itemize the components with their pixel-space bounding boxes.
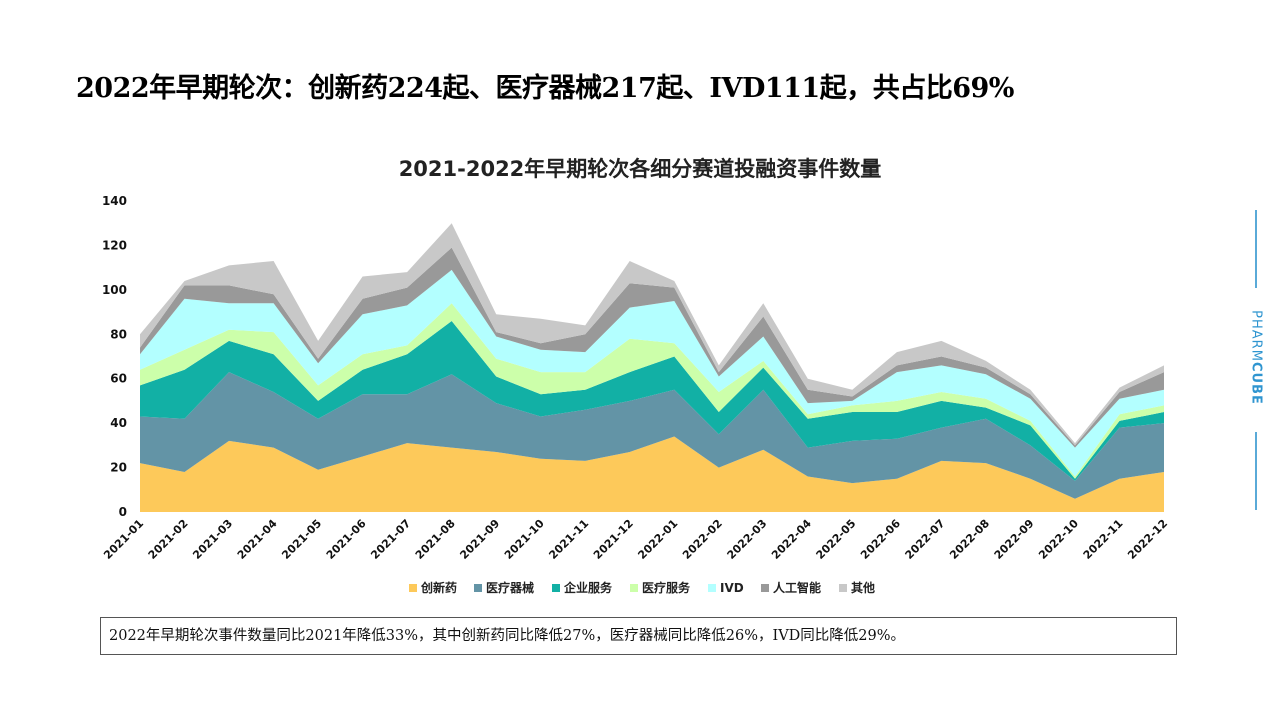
x-tick-label: 2021-02 bbox=[146, 517, 191, 562]
x-tick-label: 2022-12 bbox=[1125, 517, 1170, 562]
legend-swatch bbox=[839, 584, 847, 592]
x-tick-label: 2022-10 bbox=[1036, 517, 1081, 562]
legend-label: 医疗服务 bbox=[642, 580, 691, 595]
legend-swatch bbox=[552, 584, 560, 592]
x-tick-label: 2021-11 bbox=[546, 517, 591, 562]
y-tick-label: 0 bbox=[119, 505, 127, 519]
x-tick-label: 2022-07 bbox=[903, 517, 948, 562]
area-series-5 bbox=[140, 247, 1164, 448]
x-tick-label: 2022-04 bbox=[769, 517, 814, 562]
x-tick-label: 2022-01 bbox=[635, 517, 680, 562]
legend-swatch bbox=[708, 584, 716, 592]
y-tick-label: 20 bbox=[110, 461, 127, 475]
x-tick-label: 2022-08 bbox=[947, 517, 992, 562]
x-tick-label: 2021-06 bbox=[324, 517, 369, 562]
y-tick-label: 100 bbox=[102, 283, 127, 297]
x-tick-label: 2022-02 bbox=[680, 517, 725, 562]
legend-swatch bbox=[630, 584, 638, 592]
area-series-6 bbox=[140, 223, 1164, 446]
legend-label: 创新药 bbox=[420, 580, 457, 595]
area-series-2 bbox=[140, 321, 1164, 481]
x-tick-label: 2021-09 bbox=[457, 517, 502, 562]
x-tick-label: 2021-08 bbox=[413, 517, 458, 562]
x-tick-label: 2021-05 bbox=[279, 517, 324, 562]
x-tick-label: 2022-05 bbox=[814, 517, 859, 562]
legend-label: 人工智能 bbox=[773, 580, 821, 595]
area-series-4 bbox=[140, 269, 1164, 477]
stacked-area-chart: 2021-2022年早期轮次各细分赛道投融资事件数量 0 20 40 60 80 100 1… bbox=[101, 157, 1170, 595]
area-series-1 bbox=[140, 372, 1164, 499]
y-tick-label: 40 bbox=[110, 416, 127, 430]
x-tick-label: 2022-03 bbox=[725, 517, 770, 562]
x-tick-label: 2022-06 bbox=[858, 517, 903, 562]
x-tick-label: 2022-11 bbox=[1081, 517, 1126, 562]
x-tick-label: 2021-12 bbox=[591, 517, 636, 562]
x-tick-label: 2021-03 bbox=[190, 517, 235, 562]
chart-title: 2021-2022年早期轮次各细分赛道投融资事件数量 bbox=[399, 157, 882, 181]
x-tick-label: 2021-01 bbox=[101, 517, 146, 562]
x-tick-label: 2021-10 bbox=[502, 517, 547, 562]
legend-label: 医疗器械 bbox=[486, 580, 534, 595]
x-tick-label: 2021-04 bbox=[235, 517, 280, 562]
y-tick-label: 140 bbox=[102, 194, 127, 208]
area-series-3 bbox=[140, 303, 1164, 479]
legend-label: 企业服务 bbox=[563, 580, 613, 595]
slide-headline: 2022年早期轮次：创新药224起、医疗器械217起、IVD111起，共占比69… bbox=[76, 73, 1014, 104]
legend-swatch bbox=[761, 584, 769, 592]
y-tick-label: 120 bbox=[102, 238, 127, 252]
y-tick-label: 60 bbox=[110, 372, 127, 386]
pharmcube-logo: PHARMCUBE bbox=[1246, 210, 1266, 510]
x-tick-label: 2021-07 bbox=[368, 517, 413, 562]
legend-swatch bbox=[474, 584, 482, 592]
summary-note: 2022年早期轮次事件数量同比2021年降低33%，其中创新药同比降低27%，医… bbox=[100, 617, 1177, 655]
x-tick-label: 2022-09 bbox=[992, 517, 1037, 562]
area-series-0 bbox=[140, 436, 1164, 512]
legend-swatch bbox=[409, 584, 417, 592]
legend-label: IVD bbox=[720, 581, 744, 595]
y-tick-label: 80 bbox=[110, 327, 127, 341]
legend-label: 其他 bbox=[851, 580, 875, 595]
